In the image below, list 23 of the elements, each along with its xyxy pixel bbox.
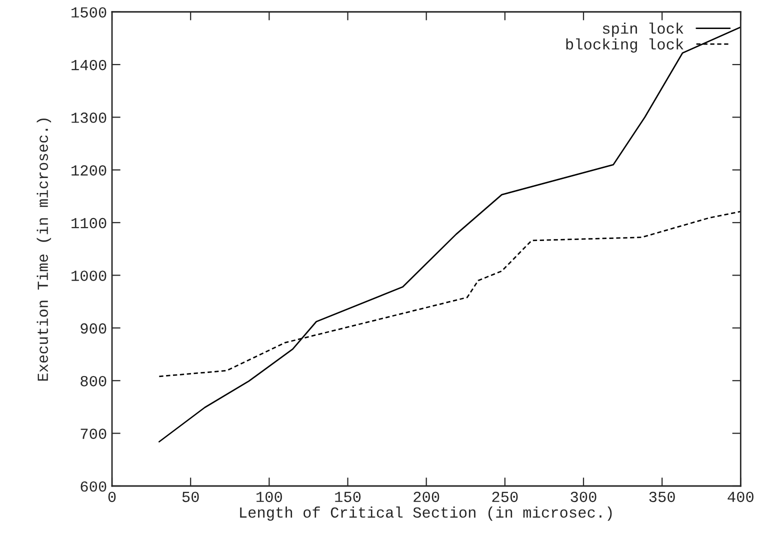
y-tick-label: 1100 (72, 218, 106, 228)
x-tick-label: 350 (649, 492, 675, 502)
y-tick-label: 1400 (72, 60, 106, 70)
y-axis-title: Execution Time (in microsec.) (36, 118, 52, 381)
y-tick-label: 1300 (72, 112, 106, 123)
y-tick-label: 700 (80, 428, 106, 440)
x-axis-title: Length of Critical Section (in microsec.) (240, 506, 612, 521)
legend-label: blocking lock (566, 38, 684, 53)
y-tick-label: 900 (80, 323, 106, 334)
x-tick-label: 150 (335, 492, 361, 502)
x-tick-label: 0 (108, 492, 116, 502)
x-tick-label: 50 (182, 492, 199, 502)
y-tick-label: 1500 (72, 7, 106, 18)
y-tick-label: 600 (80, 481, 106, 492)
x-tick-label: 400 (728, 492, 754, 502)
y-tick-label: 1200 (72, 165, 106, 176)
legend-label: spin lock (602, 22, 684, 37)
x-tick-label: 100 (256, 492, 282, 502)
y-tick-label: 1000 (72, 270, 106, 281)
x-tick-label: 200 (414, 492, 440, 502)
x-tick-label: 250 (492, 492, 518, 502)
y-tick-label: 800 (80, 376, 106, 386)
x-tick-label: 300 (570, 492, 596, 502)
